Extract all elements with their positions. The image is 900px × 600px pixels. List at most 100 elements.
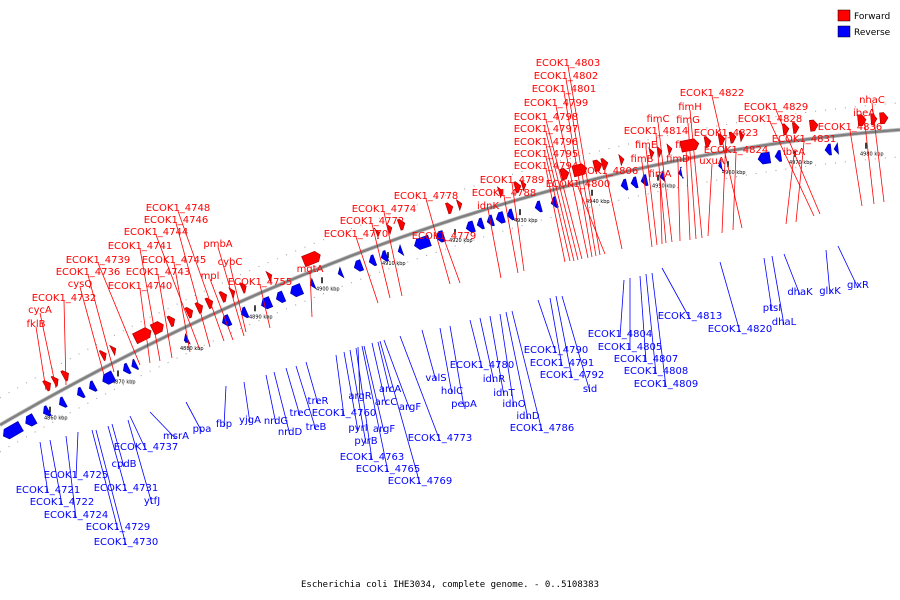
gene-label: nhaC	[859, 95, 885, 106]
gene-label: idnT	[493, 388, 515, 399]
reverse-gene	[833, 142, 839, 155]
gene-label: ECOK1_4741	[108, 241, 173, 252]
gene-label: pyrB	[354, 436, 377, 447]
genome-caption: Escherichia coli IHE3034, complete genom…	[301, 580, 599, 590]
leader-line	[285, 367, 301, 417]
gene-label: mgtA	[297, 264, 324, 275]
leader-line	[639, 275, 647, 363]
gene-label: ECOK1_4724	[44, 510, 109, 521]
gene-label: ECOK1_4813	[658, 311, 723, 322]
gene-label: ECOK1_4797	[514, 124, 579, 135]
gene-label: ECOK1_4744	[124, 227, 189, 238]
gene-label: ECOK1_4731	[94, 483, 159, 494]
gene-label: ECOK1_4807	[614, 354, 679, 365]
tick-label: 4910 kbp	[382, 261, 406, 267]
forward-gene	[781, 123, 790, 136]
leader-line	[361, 345, 389, 473]
leader-line	[721, 135, 727, 234]
forward-gene	[204, 297, 214, 310]
leader-line	[489, 315, 505, 397]
leader-line	[545, 131, 579, 261]
gene-label: idnR	[483, 374, 505, 385]
reverse-gene	[718, 159, 725, 172]
reverse-gene	[353, 259, 365, 272]
leader-line	[685, 147, 691, 241]
leader-line	[565, 78, 597, 257]
reverse-gene	[678, 166, 685, 179]
forward-gene	[385, 223, 393, 236]
tick-label: 4950 kbp	[652, 184, 676, 190]
leader-line	[75, 431, 79, 479]
gene-label: ECOK1_4773	[408, 433, 473, 444]
forward-gene	[879, 112, 889, 125]
gene-label: ECOK1_4729	[86, 522, 151, 533]
leader-line	[49, 439, 63, 506]
leader-line	[577, 186, 606, 255]
forward-gene	[455, 198, 463, 212]
gene-label: mpl	[201, 271, 220, 282]
reverse-gene	[240, 306, 250, 319]
gene-label: ECOK1_4770	[324, 229, 389, 240]
forward-gene	[194, 302, 204, 314]
leader-line	[185, 401, 203, 433]
gene-label: ECOK1_4798	[514, 112, 579, 123]
leader-line	[763, 257, 773, 312]
gene-label: idnK	[477, 201, 499, 212]
leader-line	[651, 272, 667, 388]
gene-label: fimB	[631, 154, 654, 165]
gene-label: ECOK1_4721	[16, 485, 81, 496]
reverse-gene	[824, 143, 832, 156]
gene-label: ptsI	[763, 303, 781, 314]
tick-label: 4940 kbp	[586, 199, 610, 205]
reverse-gene	[3, 420, 24, 440]
leader-line	[555, 295, 573, 379]
leader-line	[383, 211, 403, 297]
leader-line	[849, 129, 863, 207]
reverse-gene	[757, 151, 772, 165]
leader-line	[335, 354, 345, 417]
forward-gene	[60, 370, 69, 382]
forward-gene	[520, 179, 527, 192]
gene-label: ibeA	[853, 108, 875, 119]
leader-line	[837, 245, 859, 289]
gene-label: ECOK1_4795	[514, 149, 579, 160]
gene-label: ECOK1_4790	[524, 345, 589, 356]
leader-line	[209, 278, 234, 341]
reverse-gene	[620, 178, 629, 191]
leader-line	[309, 271, 313, 318]
legend-swatch-reverse	[837, 25, 851, 38]
leader-line	[305, 361, 319, 405]
leader-line	[655, 133, 667, 244]
gene-label: ECOK1_4788	[472, 188, 537, 199]
reverse-gene	[337, 266, 345, 279]
leader-line	[707, 163, 713, 237]
gene-label: fimE	[635, 140, 657, 151]
leader-line	[863, 115, 875, 205]
gene-label: treB	[306, 422, 327, 433]
gene-label: ECOK1_4831	[772, 134, 837, 145]
gene-label: ECOK1_4805	[598, 342, 663, 353]
gene-label: argF	[399, 402, 421, 413]
leader-line	[35, 326, 47, 391]
forward-gene	[98, 350, 107, 362]
gene-label: ECOK1_4824	[704, 145, 769, 156]
leader-line	[545, 156, 571, 262]
leader-line	[499, 313, 515, 408]
leader-line	[111, 423, 125, 468]
leader-line	[357, 346, 361, 400]
forward-gene	[218, 291, 228, 303]
gene-label: ECOK1_4730	[94, 537, 159, 548]
gene-label: treC	[290, 408, 311, 419]
leader-line	[243, 381, 251, 424]
forward-gene	[396, 218, 406, 231]
reverse-gene	[25, 413, 38, 427]
gene-label: ECOK1_4748	[146, 203, 211, 214]
reverse-gene	[77, 386, 86, 399]
forward-gene	[656, 145, 663, 158]
leader-line	[677, 161, 681, 242]
leader-line	[795, 141, 805, 223]
leader-line	[545, 144, 575, 262]
gene-label: ytfJ	[144, 496, 160, 507]
